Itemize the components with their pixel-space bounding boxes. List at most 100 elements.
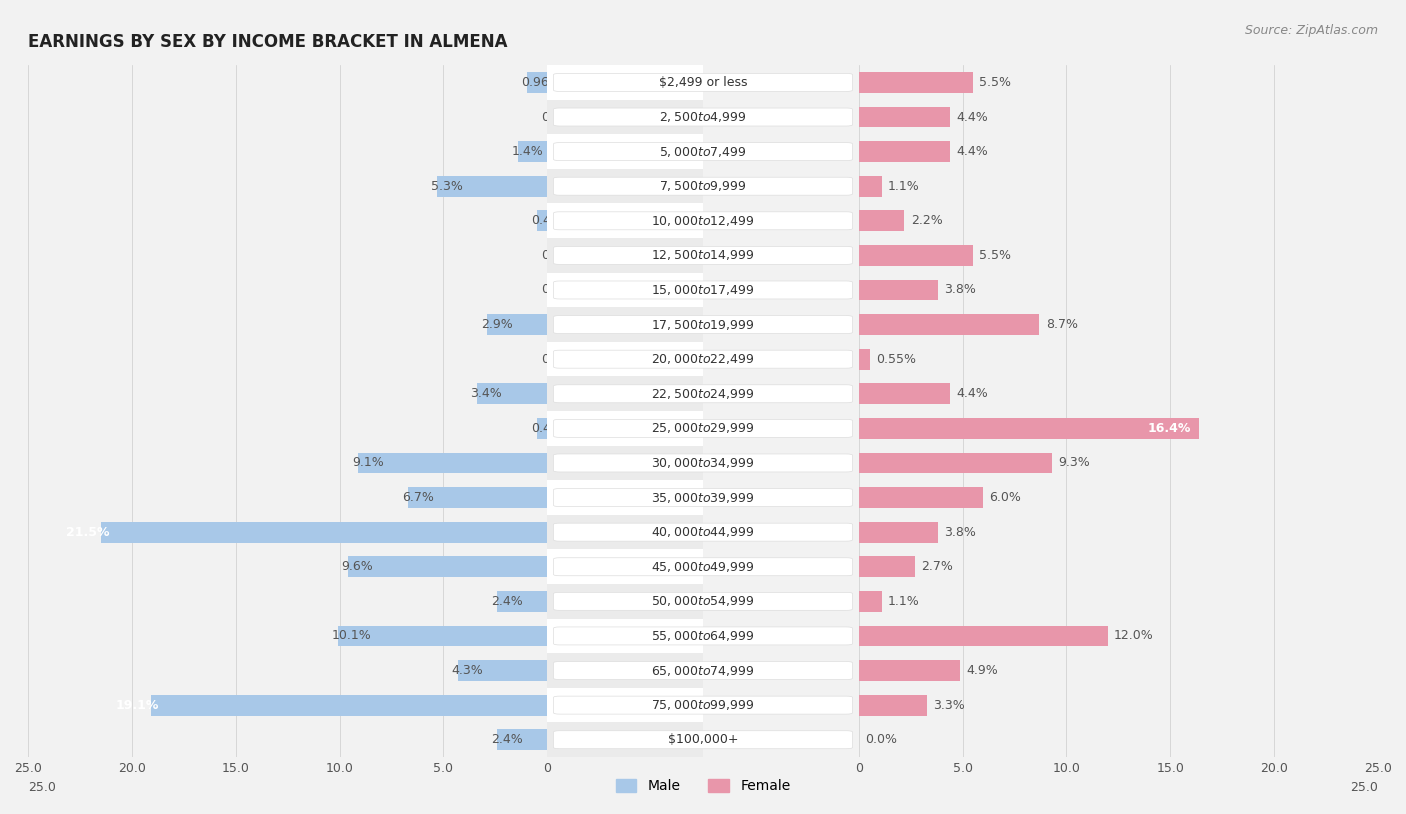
Text: 0.0%: 0.0% (541, 111, 574, 124)
Bar (0, 549, 703, 584)
Bar (0, 238, 703, 273)
Bar (537, 418, 547, 439)
Bar (0, 723, 859, 757)
Bar (0, 445, 859, 480)
Text: 16.4%: 16.4% (1147, 422, 1191, 435)
Bar (547, 307, 1406, 342)
Text: $45,000 to $49,999: $45,000 to $49,999 (651, 560, 755, 574)
Text: 2.2%: 2.2% (911, 214, 942, 227)
Bar (547, 549, 1406, 584)
Bar (859, 625, 1108, 646)
Bar (0, 273, 703, 307)
Bar (458, 660, 547, 681)
Text: 0.48%: 0.48% (531, 422, 571, 435)
FancyBboxPatch shape (554, 247, 852, 265)
Text: $22,500 to $24,999: $22,500 to $24,999 (651, 387, 755, 400)
Bar (0, 653, 703, 688)
FancyBboxPatch shape (554, 593, 852, 610)
Text: 4.4%: 4.4% (956, 387, 988, 400)
Text: 9.3%: 9.3% (1059, 457, 1090, 470)
Bar (0, 619, 859, 653)
Text: $2,499 or less: $2,499 or less (659, 76, 747, 89)
Bar (0, 723, 703, 757)
Bar (547, 445, 1406, 480)
FancyBboxPatch shape (554, 558, 852, 575)
Bar (547, 342, 1406, 376)
Bar (0, 688, 859, 723)
Bar (859, 107, 950, 127)
Text: 2.9%: 2.9% (481, 318, 513, 331)
Bar (547, 653, 1406, 688)
Bar (408, 487, 547, 508)
Bar (547, 619, 1406, 653)
Bar (859, 210, 904, 231)
Bar (859, 522, 938, 542)
Bar (859, 279, 938, 300)
FancyBboxPatch shape (554, 108, 852, 126)
Bar (0, 134, 859, 168)
Bar (0, 411, 703, 445)
Bar (859, 453, 1052, 473)
FancyBboxPatch shape (554, 316, 852, 334)
FancyBboxPatch shape (554, 523, 852, 541)
Bar (859, 314, 1039, 335)
Bar (0, 273, 859, 307)
FancyBboxPatch shape (554, 177, 852, 195)
Text: 4.9%: 4.9% (967, 664, 998, 677)
Bar (547, 273, 1406, 307)
Bar (547, 134, 1406, 168)
Text: $2,500 to $4,999: $2,500 to $4,999 (659, 110, 747, 124)
Bar (859, 348, 870, 370)
Bar (0, 619, 703, 653)
Bar (150, 694, 547, 716)
Text: 0.55%: 0.55% (876, 352, 917, 365)
Bar (859, 176, 882, 196)
Bar (859, 72, 973, 93)
Text: 3.8%: 3.8% (943, 526, 976, 539)
Text: $5,000 to $7,499: $5,000 to $7,499 (659, 145, 747, 159)
FancyBboxPatch shape (554, 419, 852, 437)
Bar (547, 723, 1406, 757)
Bar (859, 487, 983, 508)
Text: $15,000 to $17,499: $15,000 to $17,499 (651, 283, 755, 297)
Text: 2.4%: 2.4% (491, 733, 523, 746)
Bar (477, 383, 547, 404)
Bar (359, 453, 547, 473)
Bar (547, 584, 1406, 619)
Bar (537, 210, 547, 231)
Text: 6.7%: 6.7% (402, 491, 434, 504)
Text: 10.1%: 10.1% (332, 629, 371, 642)
Text: $10,000 to $12,499: $10,000 to $12,499 (651, 214, 755, 228)
Bar (0, 342, 859, 376)
Bar (0, 204, 703, 238)
Text: 6.0%: 6.0% (990, 491, 1021, 504)
Text: $20,000 to $22,499: $20,000 to $22,499 (651, 352, 755, 366)
FancyBboxPatch shape (554, 281, 852, 299)
Text: 19.1%: 19.1% (115, 698, 159, 711)
Text: 25.0: 25.0 (28, 781, 56, 794)
FancyBboxPatch shape (554, 731, 852, 749)
Bar (859, 591, 882, 611)
Bar (519, 141, 547, 162)
Text: $7,500 to $9,999: $7,500 to $9,999 (659, 179, 747, 193)
Text: $65,000 to $74,999: $65,000 to $74,999 (651, 663, 755, 677)
Bar (547, 65, 1406, 99)
Bar (0, 168, 703, 204)
Bar (547, 99, 1406, 134)
Text: 9.6%: 9.6% (342, 560, 374, 573)
Text: 2.4%: 2.4% (491, 595, 523, 608)
Text: 5.3%: 5.3% (432, 180, 463, 193)
Text: $55,000 to $64,999: $55,000 to $64,999 (651, 629, 755, 643)
Text: $40,000 to $44,999: $40,000 to $44,999 (651, 525, 755, 539)
Bar (0, 99, 859, 134)
Text: Source: ZipAtlas.com: Source: ZipAtlas.com (1244, 24, 1378, 37)
Bar (547, 480, 1406, 514)
FancyBboxPatch shape (554, 454, 852, 472)
Text: 3.4%: 3.4% (471, 387, 502, 400)
Bar (0, 514, 703, 549)
Bar (0, 342, 703, 376)
Text: $50,000 to $54,999: $50,000 to $54,999 (651, 594, 755, 608)
Text: 25.0: 25.0 (1350, 781, 1378, 794)
Bar (101, 522, 547, 542)
Text: 2.7%: 2.7% (921, 560, 953, 573)
